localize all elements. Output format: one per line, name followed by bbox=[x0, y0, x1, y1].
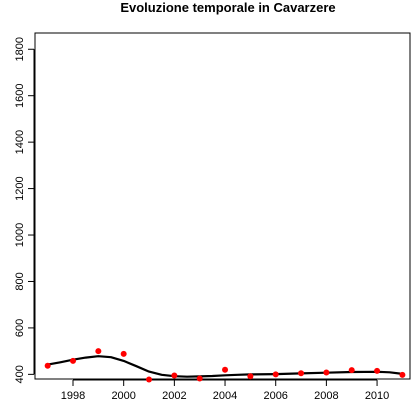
smooth-trend-line bbox=[47, 355, 403, 378]
x-tick-label: 2010 bbox=[365, 390, 389, 402]
chart-title: Evoluzione temporale in Cavarzere bbox=[120, 0, 335, 15]
data-point bbox=[171, 372, 178, 379]
data-point bbox=[44, 362, 51, 369]
x-tick-label: 2004 bbox=[213, 390, 237, 402]
y-tick-label: 800 bbox=[14, 272, 26, 290]
x-axis: 1998 2000 2002 2004 2006 2008 2010 bbox=[61, 379, 389, 402]
data-point bbox=[399, 371, 406, 378]
data-point bbox=[196, 375, 203, 382]
series-layer bbox=[44, 348, 406, 383]
data-point bbox=[247, 373, 254, 380]
data-point bbox=[222, 366, 229, 373]
y-tick-label: 400 bbox=[14, 365, 26, 383]
data-point bbox=[70, 357, 77, 364]
data-point bbox=[374, 367, 381, 374]
x-tick-label: 2002 bbox=[162, 390, 186, 402]
x-tick-label: 2000 bbox=[111, 390, 135, 402]
y-tick-label: 1600 bbox=[14, 83, 26, 107]
data-point bbox=[95, 348, 102, 355]
data-point bbox=[323, 369, 330, 376]
y-tick-label: 1000 bbox=[14, 223, 26, 247]
plot-frame bbox=[34, 32, 411, 380]
data-point bbox=[298, 370, 305, 377]
x-tick-label: 1998 bbox=[61, 390, 85, 402]
data-point bbox=[272, 371, 279, 378]
y-tick-label: 1800 bbox=[14, 37, 26, 61]
data-point bbox=[348, 367, 355, 374]
y-tick-label: 1400 bbox=[14, 130, 26, 154]
y-tick-label: 600 bbox=[14, 319, 26, 337]
x-tick-label: 2008 bbox=[314, 390, 338, 402]
data-point bbox=[120, 350, 127, 357]
y-tick-label: 1200 bbox=[14, 176, 26, 200]
data-point bbox=[146, 376, 153, 383]
x-tick-label: 2006 bbox=[263, 390, 287, 402]
y-axis: 400 600 800 1000 1200 1400 1600 1800 bbox=[14, 37, 35, 384]
